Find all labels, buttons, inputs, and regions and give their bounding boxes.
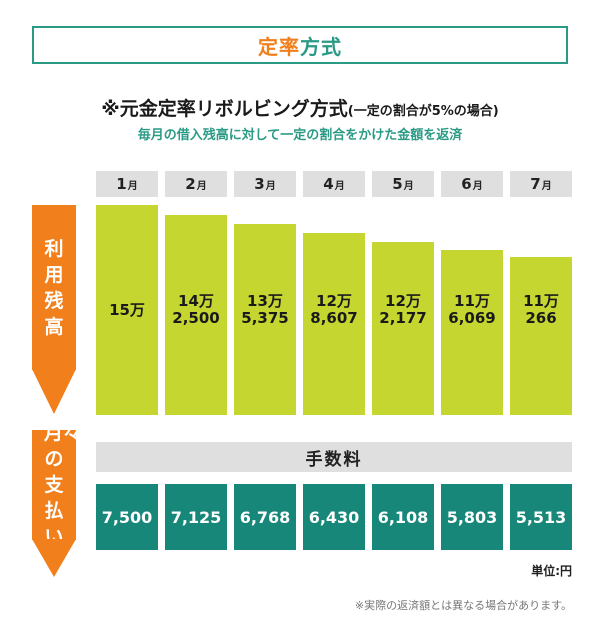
- month-number: 1: [116, 175, 127, 193]
- month-unit: 月: [265, 180, 276, 192]
- balance-bar-label: 14万 2,500: [172, 292, 220, 327]
- payment-value: 7,500: [96, 484, 158, 550]
- balance-bar: 11万 266: [510, 257, 572, 415]
- month-number: 3: [254, 175, 265, 193]
- footnote: ※実際の返済額とは異なる場合があります。: [354, 599, 572, 612]
- chart-subheading: 毎月の借入残高に対して一定の割合をかけた金額を返済: [137, 128, 463, 143]
- heading-main: ※元金定率リボルビング方式: [101, 98, 348, 120]
- balance-bar-label: 12万 2,177: [379, 292, 427, 327]
- chart-heading: ※元金定率リボルビング方式(一定の割合が5%の場合): [0, 94, 600, 121]
- balance-bar: 12万 8,607: [303, 233, 365, 415]
- payment-value: 6,108: [372, 484, 434, 550]
- balance-bar: 12万 2,177: [372, 242, 434, 415]
- balance-bar-label: 11万 6,069: [448, 292, 496, 327]
- payment-side-label-text: 月々の支払い: [44, 422, 83, 548]
- balance-bar-label: 15万: [109, 300, 145, 319]
- balance-bar: 14万 2,500: [165, 215, 227, 415]
- payment-side-label: 月々の支払い: [32, 422, 82, 548]
- month-unit: 月: [334, 180, 345, 192]
- balance-bar-label: 11万 266: [523, 292, 559, 327]
- payment-value: 7,125: [165, 484, 227, 550]
- unit-note: 単位:円: [531, 564, 572, 578]
- month-unit: 月: [541, 180, 552, 192]
- balance-bar: 11万 6,069: [441, 250, 503, 415]
- title-rest: 方式: [300, 34, 342, 59]
- month-unit: 月: [472, 180, 483, 192]
- month-unit: 月: [403, 180, 414, 192]
- payment-value: 6,430: [303, 484, 365, 550]
- payment-value: 5,513: [510, 484, 572, 550]
- balance-bar: 15万: [96, 205, 158, 415]
- title-accent: 定率: [258, 34, 300, 59]
- month-number: 4: [323, 175, 334, 193]
- month-unit: 月: [196, 180, 207, 192]
- payment-value: 5,803: [441, 484, 503, 550]
- month-number: 6: [461, 175, 472, 193]
- heading-note: (一定の割合が5%の場合): [347, 104, 499, 119]
- balance-bar-label: 12万 8,607: [310, 292, 358, 327]
- payment-arrow: [32, 539, 76, 577]
- balance-arrow: [32, 369, 76, 414]
- fee-header: 手数料: [96, 442, 572, 472]
- balance-bar-label: 13万 5,375: [241, 292, 289, 327]
- payment-value: 6,768: [234, 484, 296, 550]
- month-number: 7: [530, 175, 541, 193]
- month-number: 2: [185, 175, 196, 193]
- page-title: 定率 方式: [32, 26, 568, 64]
- month-unit: 月: [127, 180, 138, 192]
- month-number: 5: [392, 175, 403, 193]
- balance-side-label: 利用残高: [32, 205, 76, 370]
- balance-side-label-text: 利用残高: [44, 237, 64, 338]
- balance-bar: 13万 5,375: [234, 224, 296, 415]
